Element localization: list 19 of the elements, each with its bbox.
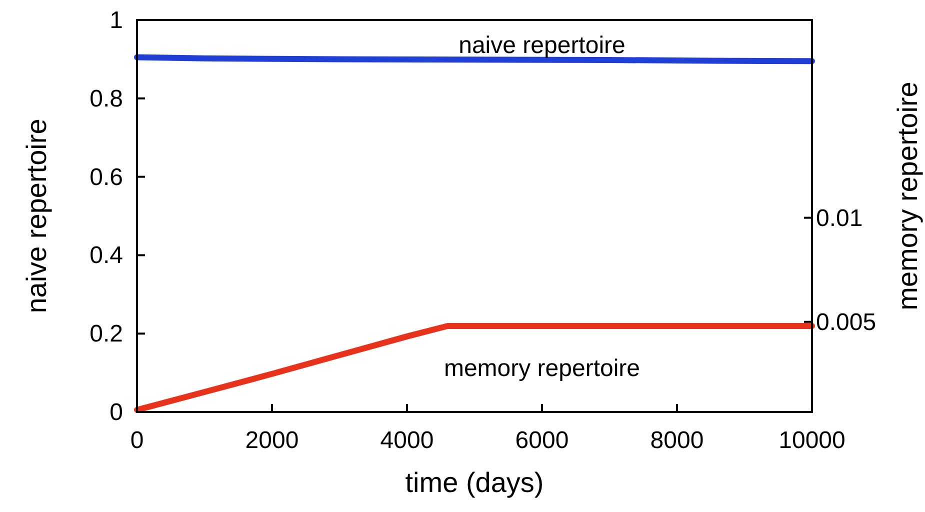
y-tick-label: 0 bbox=[110, 399, 123, 426]
x-tick-label: 10000 bbox=[778, 427, 846, 454]
y-tick-label: 0.8 bbox=[90, 85, 123, 112]
x-axis-title: time (days) bbox=[405, 467, 544, 498]
y-tick-label: 0.2 bbox=[90, 320, 123, 348]
x-tick-label: 4000 bbox=[380, 427, 434, 454]
y-tick-label: 0.6 bbox=[90, 164, 123, 191]
series-label: naive repertoire bbox=[458, 32, 626, 60]
y2-tick-label: 0.01 bbox=[816, 204, 863, 232]
y2-tick-label: 0.005 bbox=[816, 308, 876, 336]
y-tick-label: 1 bbox=[110, 7, 123, 34]
y-tick-label: 0.4 bbox=[90, 242, 123, 270]
x-tick-label: 2000 bbox=[245, 427, 299, 454]
x-tick-label: 0 bbox=[130, 427, 144, 454]
y2-axis-title: memory repertoire bbox=[892, 82, 923, 310]
x-tick-label: 8000 bbox=[650, 427, 704, 454]
y-axis-title: naive repertoire bbox=[21, 118, 52, 314]
series-label: memory repertoire bbox=[444, 355, 640, 382]
x-tick-label: 6000 bbox=[515, 427, 569, 454]
